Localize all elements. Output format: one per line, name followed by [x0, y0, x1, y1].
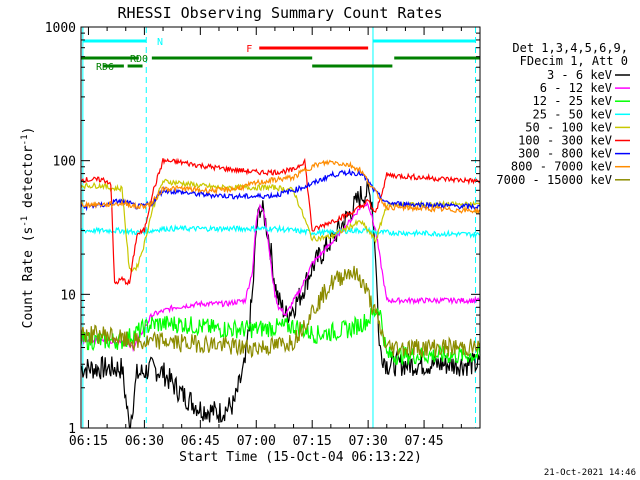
chart-title: RHESSI Observing Summary Count Rates: [117, 4, 442, 22]
x-axis-label: Start Time (15-Oct-04 06:13:22): [179, 450, 422, 465]
series-line-2: [80, 307, 481, 366]
x-tick-label: 07:15: [293, 434, 332, 449]
legend-entry-label: 25 - 50 keV: [533, 107, 612, 121]
status-bar-label-rd0: RD0: [130, 54, 148, 65]
timestamp-label: 21-Oct-2021 14:46: [544, 468, 636, 478]
legend-entry-label: 800 - 7000 keV: [511, 160, 612, 174]
x-tick-label: 06:30: [125, 434, 164, 449]
y-tick-label: 1000: [45, 21, 76, 36]
y-tick-label: 1: [68, 422, 76, 437]
y-axis-label: Count Rate (s-1 detector-1): [20, 127, 36, 329]
series-line-5: [80, 157, 481, 286]
status-bar-label-f: F: [246, 44, 252, 55]
series-line-8: [80, 265, 481, 359]
legend-entry-label: 3 - 6 keV: [547, 68, 612, 82]
series-line-0: [80, 181, 481, 429]
y-tick-label: 100: [53, 155, 76, 170]
status-bar-label-n: N: [157, 37, 163, 48]
legend-entry-label: 6 - 12 keV: [540, 81, 612, 95]
x-tick-label: 07:30: [349, 434, 388, 449]
y-axis-label-part: Count Rate (s: [21, 227, 36, 329]
x-tick-label: 06:15: [69, 434, 108, 449]
series-line-4: [80, 178, 481, 273]
legend-entry-label: 12 - 25 keV: [533, 94, 612, 108]
legend-entry-label: 300 - 800 keV: [518, 147, 612, 161]
legend-entry-label: 50 - 100 keV: [525, 120, 612, 134]
x-tick-label: 07:00: [237, 434, 276, 449]
y-tick-label: 10: [60, 288, 76, 303]
y-axis-label-superscript: -1: [20, 216, 30, 227]
legend-entry-label: 100 - 300 keV: [518, 134, 612, 148]
legend-header: FDecim 1, Att 0: [520, 54, 628, 68]
x-tick-label: 07:45: [404, 434, 443, 449]
legend-entry-label: 7000 - 15000 keV: [496, 173, 612, 187]
y-axis-label-part: ): [21, 127, 36, 135]
y-axis-label-superscript: -1: [20, 134, 30, 145]
x-tick-label: 06:45: [181, 434, 220, 449]
legend-header: Det 1,3,4,5,6,9,: [512, 41, 628, 55]
status-bar-label-rd6: RD6: [96, 62, 114, 73]
series-line-7: [80, 159, 480, 214]
plot-frame: [80, 26, 481, 429]
y-axis-label-part: detector: [21, 145, 36, 216]
